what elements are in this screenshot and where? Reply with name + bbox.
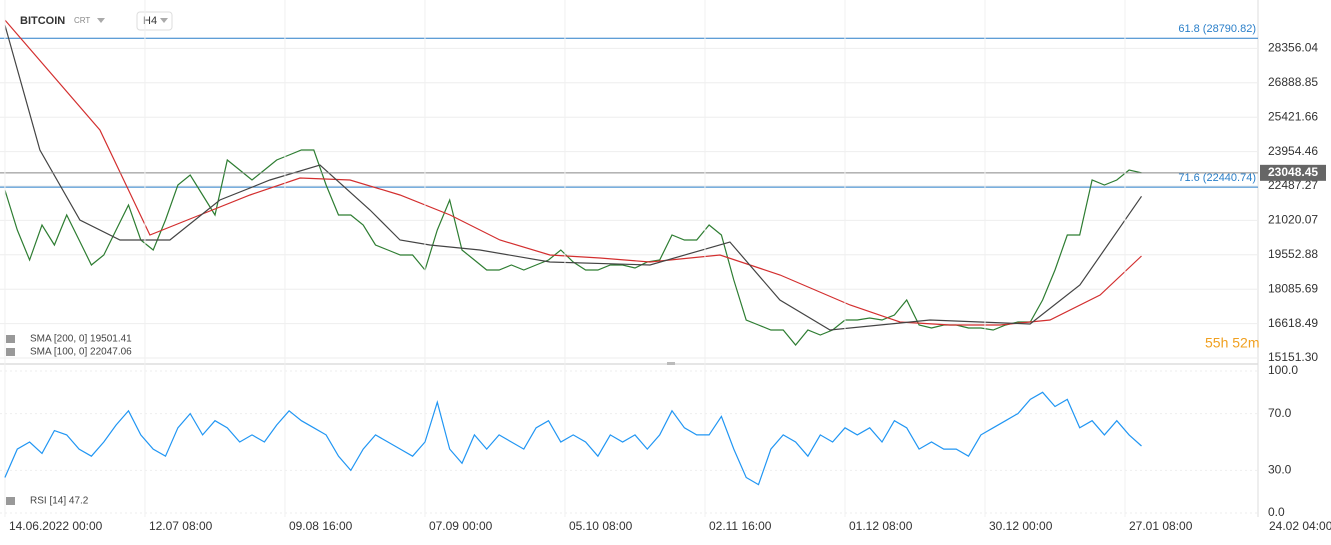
- market[interactable]: CRT: [74, 16, 90, 25]
- x-tick-label: 02.11 16:00: [709, 519, 772, 533]
- legend-entry: RSI [14] 47.2: [30, 496, 89, 507]
- x-tick-label: 14.06.2022 00:00: [9, 519, 103, 533]
- legend-icon: [6, 335, 15, 343]
- x-tick-label: 09.08 16:00: [289, 519, 353, 533]
- series-line: [4, 19, 1142, 326]
- y-tick-label: 21020.07: [1268, 213, 1318, 227]
- x-tick-label: 05.10 08:00: [569, 519, 633, 533]
- y-tick-label: 19552.88: [1268, 247, 1318, 261]
- interval[interactable]: H4: [143, 15, 157, 27]
- y-tick-label: 26888.85: [1268, 75, 1318, 89]
- level-label: 71.6 (22440.74): [1178, 172, 1256, 184]
- legend-icon: [6, 497, 15, 505]
- y-tick-label: 16618.49: [1268, 316, 1318, 330]
- y-tick-label: 22487.27: [1268, 178, 1318, 192]
- series-line: [4, 24, 1142, 331]
- legend-icon: [6, 348, 15, 356]
- legend-entry: SMA [200, 0] 19501.41: [30, 334, 132, 345]
- y-tick-label: 23954.46: [1268, 144, 1318, 158]
- symbol[interactable]: BITCOIN: [20, 15, 65, 27]
- x-tick-label: 24.02 04:00: [1269, 519, 1331, 533]
- y-tick-label: 28356.04: [1268, 41, 1318, 55]
- last-price-box: [1260, 164, 1326, 181]
- interval-box[interactable]: [136, 11, 173, 31]
- y-tick-label: 30.0: [1268, 463, 1292, 477]
- timer: 55h 52m: [1205, 335, 1259, 351]
- x-tick-label: 30.12 00:00: [989, 519, 1053, 533]
- level-label: 61.8 (28790.82): [1178, 23, 1256, 35]
- dropdown-arrow[interactable]: [97, 18, 105, 23]
- x-tick-label: 01.12 08:00: [849, 519, 913, 533]
- y-tick-label: 70.0: [1268, 406, 1292, 420]
- series-line: [4, 391, 1142, 486]
- dropdown-arrow[interactable]: [160, 18, 168, 23]
- y-tick-label: 15151.30: [1268, 350, 1318, 364]
- y-tick-label: 0.0: [1268, 505, 1285, 519]
- y-tick-label: 100.0: [1268, 363, 1298, 377]
- y-tick-label: 25421.66: [1268, 109, 1318, 123]
- x-tick-label: 27.01 08:00: [1129, 519, 1193, 533]
- legend-entry: SMA [100, 0] 22047.06: [30, 347, 132, 358]
- last-price-label: 23048.45: [1268, 165, 1318, 179]
- x-tick-label: 07.09 00:00: [429, 519, 493, 533]
- resize-handle[interactable]: [667, 362, 675, 365]
- y-tick-label: 18085.69: [1268, 281, 1318, 295]
- x-tick-label: 12.07 08:00: [149, 519, 213, 533]
